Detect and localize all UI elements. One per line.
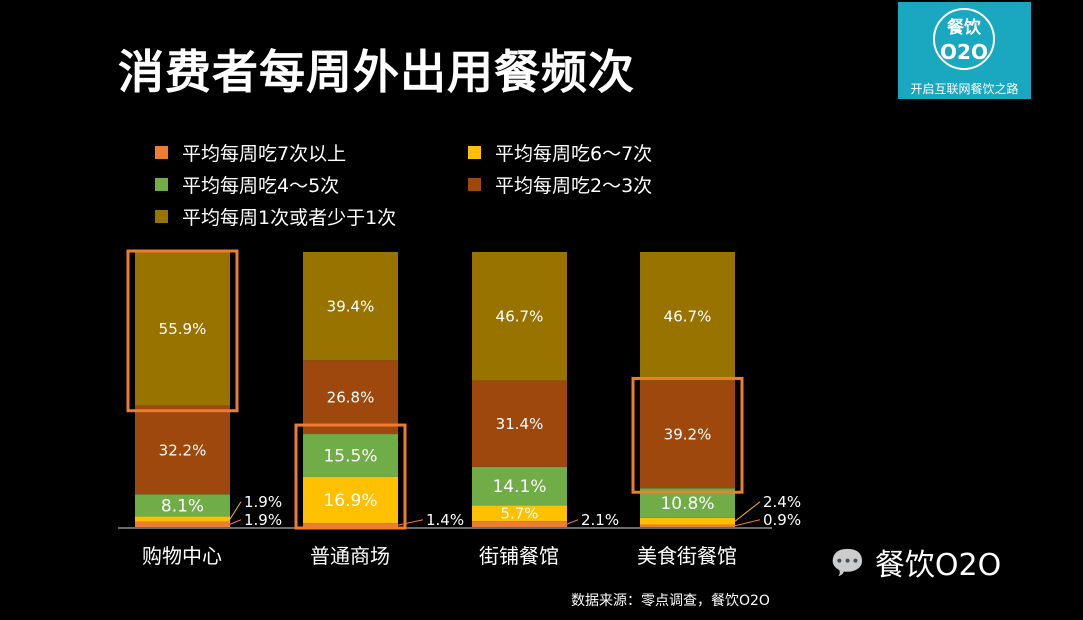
leader-line <box>734 501 761 522</box>
bar-segment <box>303 434 398 477</box>
legend-item: 平均每周吃6～7次 <box>468 139 652 166</box>
data-label: 14.1% <box>492 477 546 497</box>
data-label: 1.4% <box>426 511 464 529</box>
legend-label: 平均每周吃4～5次 <box>182 175 340 197</box>
legend-label: 平均每周吃2～3次 <box>495 175 653 197</box>
bar-segment <box>135 521 230 527</box>
data-label: 5.7% <box>500 505 538 523</box>
bar-segment <box>472 252 567 381</box>
highlight-box <box>631 376 744 494</box>
x-tick-label: 购物中心 <box>142 544 222 568</box>
data-label: 46.7% <box>496 307 544 325</box>
logo: 餐饮 O2O 开启互联网餐饮之路 <box>898 2 1031 99</box>
bar-segment <box>135 252 230 406</box>
data-label: 2.1% <box>581 511 619 529</box>
bar-segment <box>135 405 230 495</box>
bar-segment <box>135 494 230 517</box>
leader-line <box>229 519 242 525</box>
data-label: 0.9% <box>763 511 801 529</box>
x-tick-label: 普通商场 <box>310 544 390 568</box>
data-label: 10.8% <box>660 494 714 514</box>
bar-segment <box>472 521 567 527</box>
legend-swatch <box>468 178 481 191</box>
wechat-icon: 💬 <box>830 545 865 579</box>
data-label: 8.1% <box>161 496 204 516</box>
data-label: 31.4% <box>496 415 544 433</box>
bar-segment <box>640 517 735 525</box>
logo-circle: 餐饮 O2O <box>933 8 995 70</box>
bar-segment <box>640 524 735 527</box>
bar-segment <box>472 380 567 467</box>
legend-swatch <box>155 178 168 191</box>
legend-item: 平均每周1次或者少于1次 <box>155 203 396 230</box>
legend-swatch <box>468 146 481 159</box>
bar-segment <box>303 252 398 361</box>
legend-item: 平均每周吃2～3次 <box>468 171 652 198</box>
logo-text: 餐饮 <box>947 18 981 38</box>
data-label: 26.8% <box>327 388 375 406</box>
logo-tagline: 开启互联网餐饮之路 <box>910 82 1019 96</box>
bar-segment <box>472 505 567 522</box>
bar-segment <box>472 466 567 506</box>
source-note: 数据来源：零点调查，餐饮O2O <box>571 593 770 609</box>
highlight-box <box>126 249 239 413</box>
data-label: 46.7% <box>664 307 712 325</box>
x-tick-label: 美食街餐馆 <box>637 544 737 568</box>
legend-label: 平均每周吃7次以上 <box>182 143 347 165</box>
bar-segment <box>640 380 735 489</box>
leader-line <box>566 519 579 525</box>
data-label: 2.4% <box>763 493 801 511</box>
x-tick-label: 街铺餐馆 <box>479 544 559 568</box>
legend-label: 平均每周吃6～7次 <box>495 143 653 165</box>
bar-segment <box>303 360 398 435</box>
page-title: 消费者每周外出用餐频次 <box>118 45 635 99</box>
data-label: 1.9% <box>244 493 282 511</box>
legend-swatch <box>155 210 168 223</box>
watermark-text: 餐饮O2O <box>874 548 1002 583</box>
data-label: 1.9% <box>244 511 282 529</box>
data-label: 39.2% <box>664 426 712 444</box>
leader-line <box>397 519 424 526</box>
bar-segment <box>640 252 735 381</box>
bar-segment <box>135 516 230 522</box>
logo-text-o2o: O2O <box>940 40 988 64</box>
legend-label: 平均每周1次或者少于1次 <box>182 207 397 229</box>
legend-item: 平均每周吃7次以上 <box>155 139 346 166</box>
bar-segment <box>303 476 398 524</box>
highlight-box <box>294 423 407 530</box>
leader-line <box>734 519 761 527</box>
data-label: 39.4% <box>327 297 375 315</box>
leader-line <box>229 501 242 520</box>
legend-item: 平均每周吃4～5次 <box>155 171 339 198</box>
wechat-watermark: 💬 餐饮O2O <box>830 540 1001 584</box>
bar-segment <box>303 523 398 527</box>
data-label: 32.2% <box>159 441 207 459</box>
data-label: 55.9% <box>159 320 207 338</box>
data-label: 16.9% <box>323 491 377 511</box>
legend-swatch <box>155 146 168 159</box>
data-label: 15.5% <box>323 446 377 466</box>
